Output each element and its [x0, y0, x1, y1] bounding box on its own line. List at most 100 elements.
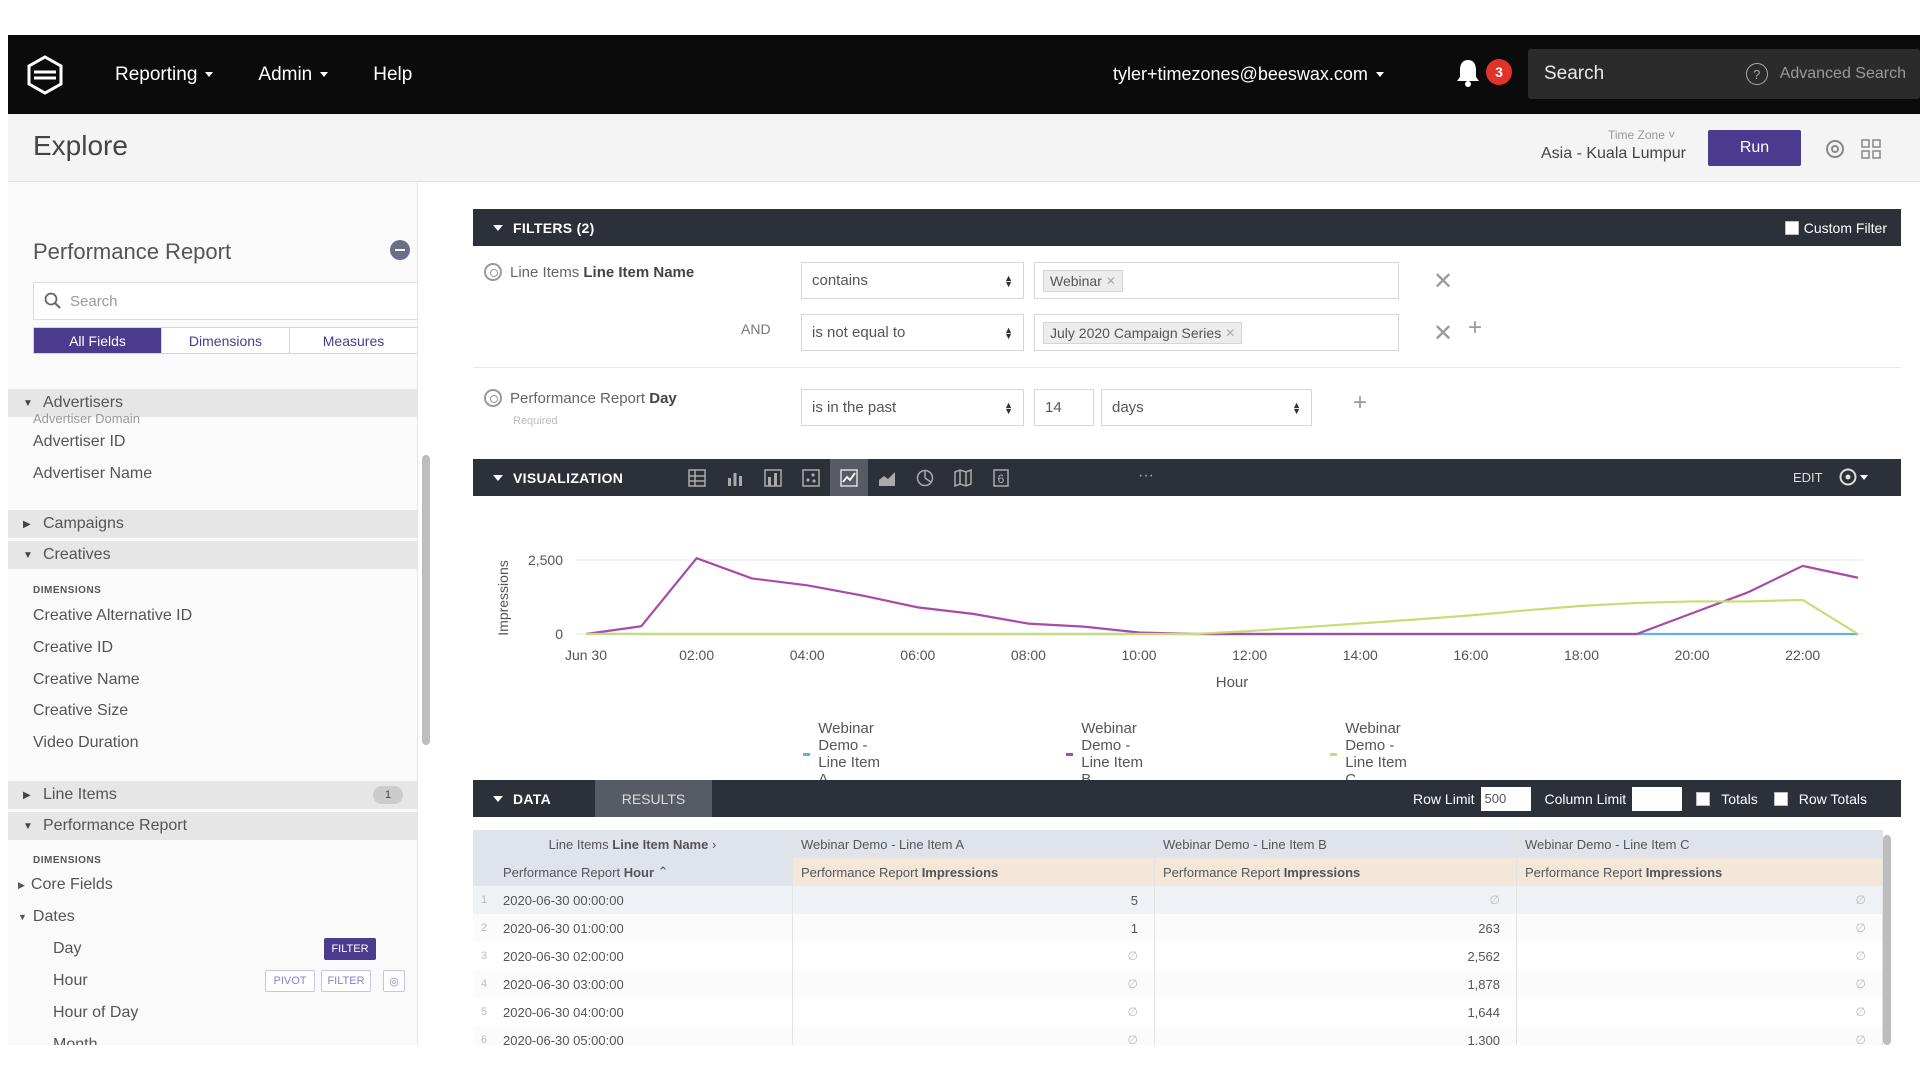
sidebar-group-performance-report[interactable]: ▼ Performance Report [8, 812, 417, 840]
sidebar-field[interactable]: Creative ID [33, 639, 114, 656]
sidebar-field[interactable]: Advertiser ID [33, 433, 126, 450]
scatter-icon[interactable] [792, 459, 830, 496]
add-filter-icon[interactable]: + [1468, 314, 1483, 341]
row-header-cell[interactable]: Performance Report Hour ⌃ [473, 858, 793, 886]
map-icon[interactable] [944, 459, 982, 496]
user-menu[interactable]: tyler+timezones@beeswax.com [1113, 35, 1384, 114]
filter-number-input[interactable]: 14 [1034, 389, 1094, 426]
field-label: Day [53, 940, 82, 957]
grid-icon[interactable] [1860, 138, 1882, 160]
sidebar-group-line-items[interactable]: ▶ Line Items 1 [8, 781, 417, 809]
custom-filter-toggle[interactable]: Custom Filter [1784, 220, 1887, 236]
table-icon[interactable] [678, 459, 716, 496]
sidebar-group-campaigns[interactable]: ▶ Campaigns [8, 510, 417, 538]
sidebar-field[interactable]: Advertiser Name [33, 465, 153, 482]
row-totals-checkbox[interactable] [1773, 791, 1788, 806]
tab-measures[interactable]: Measures [322, 332, 385, 349]
timezone-value[interactable]: Asia - Kuala Lumpur [1541, 145, 1686, 162]
measure-header-cell[interactable]: Performance Report Impressions [1517, 858, 1883, 886]
filter-operator-select[interactable]: is in the past ▲ ▼ [801, 389, 1024, 426]
sidebar-group-core-fields[interactable]: ▶ Core Fields [8, 872, 417, 898]
measure-header-cell[interactable]: Performance Report Impressions [793, 858, 1155, 886]
sidebar-search-input[interactable]: Search [33, 282, 417, 320]
remove-tag-icon[interactable]: ✕ [1105, 273, 1116, 288]
advanced-search-link[interactable]: Advanced Search [1779, 65, 1906, 82]
area-chart-icon[interactable] [868, 459, 906, 496]
filter-unit-select[interactable]: days ▲ ▼ [1101, 389, 1312, 426]
row-limit-input[interactable]: 500 [1480, 786, 1531, 811]
edit-button[interactable]: EDIT [1793, 470, 1823, 485]
sidebar-field[interactable]: Video Duration [33, 734, 139, 751]
sidebar-field-hour-of-day[interactable]: Hour of Day [8, 1000, 417, 1026]
sidebar-group-advertisers[interactable]: ▼ Advertisers [8, 389, 417, 417]
legend-item[interactable]: Webinar Demo - Line Item C [1330, 720, 1414, 788]
info-icon[interactable]: ◎ [383, 970, 405, 992]
column-chart-icon[interactable] [754, 459, 792, 496]
more-icon[interactable]: ··· [1138, 467, 1154, 484]
sidebar-group-creatives[interactable]: ▼ Creatives [8, 541, 417, 569]
line-chart-icon[interactable] [830, 459, 868, 496]
field-label: Hour [53, 972, 88, 989]
header-field: Impressions [1645, 864, 1723, 880]
sidebar-field-day[interactable]: Day [8, 936, 417, 962]
tab-results[interactable]: RESULTS [595, 780, 712, 817]
column-limit-input[interactable] [1632, 786, 1683, 811]
bell-icon[interactable] [1455, 57, 1481, 87]
gear-icon[interactable] [484, 263, 502, 281]
filter-value-input[interactable]: July 2020 Campaign Series ✕ [1034, 314, 1399, 351]
totals-checkbox[interactable] [1696, 791, 1711, 806]
remove-tag-icon[interactable]: ✕ [1225, 325, 1236, 340]
gear-icon[interactable] [484, 389, 502, 407]
filter-pill-button[interactable]: FILTER [324, 938, 376, 960]
legend-item[interactable]: Webinar Demo - Line Item B [1066, 720, 1150, 788]
sidebar-group-dates[interactable]: ▼ Dates [8, 904, 417, 930]
nav-reporting[interactable]: Reporting [115, 64, 214, 86]
sidebar-field-month[interactable]: Month [8, 1032, 417, 1045]
legend-item[interactable]: Webinar Demo - Line Item A [803, 720, 887, 788]
global-search[interactable]: Search ? Advanced Search [1528, 49, 1920, 99]
pivot-header-cell[interactable]: Line Items Line Item Name › [473, 830, 793, 858]
pivot-column-header[interactable]: Webinar Demo - Line Item C [1517, 830, 1883, 858]
filter-operator-select[interactable]: contains ▲ ▼ [801, 262, 1024, 299]
single-value-icon[interactable]: 6 [982, 459, 1020, 496]
gear-icon[interactable] [1824, 138, 1846, 160]
tab-dimensions[interactable]: Dimensions [162, 328, 290, 353]
filter-operator-select[interactable]: is not equal to ▲ ▼ [801, 314, 1024, 351]
pivot-column-header[interactable]: Webinar Demo - Line Item B [1155, 830, 1517, 858]
filter-performance-day: Performance Report Day [484, 389, 677, 407]
sidebar-field[interactable]: Creative Alternative ID [33, 607, 193, 624]
nav-help[interactable]: Help [373, 64, 412, 86]
table-row: 1 2020-06-30 00:00:00 5 ∅ ∅ [473, 886, 1883, 914]
filters-panel-header[interactable]: FILTERS (2) Custom Filter [473, 209, 1901, 246]
tab-all-fields[interactable]: All Fields [34, 328, 162, 353]
pie-chart-icon[interactable] [906, 459, 944, 496]
data-panel-header[interactable]: DATA RESULTS Row Limit 500 Column Limit … [473, 780, 1901, 817]
nav-admin[interactable]: Admin [258, 64, 329, 86]
sidebar-scrollbar[interactable] [422, 455, 430, 745]
remove-filter-icon[interactable]: ✕ [1433, 268, 1454, 295]
timezone-label[interactable]: Time Zone ˅ [1608, 128, 1676, 142]
table-scrollbar[interactable] [1883, 835, 1891, 1045]
filter-value-input[interactable]: Webinar ✕ [1034, 262, 1399, 299]
filter-field-name: Day [649, 389, 677, 407]
measure-header-cell[interactable]: Performance Report Impressions [1155, 858, 1517, 886]
visualization-panel-header[interactable]: VISUALIZATION 6 ··· EDIT [473, 459, 1901, 496]
y-tick-label: 0 [555, 626, 563, 642]
sidebar-field[interactable]: Creative Size [33, 702, 129, 719]
pivot-pill-button[interactable]: PIVOT [265, 970, 315, 992]
remove-filter-icon[interactable]: ✕ [1433, 320, 1454, 347]
add-filter-icon[interactable]: + [1353, 389, 1368, 416]
custom-filter-checkbox[interactable] [1784, 220, 1799, 235]
sidebar-field[interactable]: Creative Name [33, 671, 140, 688]
header-field: Impressions [1283, 864, 1361, 880]
collapse-icon[interactable] [390, 240, 410, 260]
pivot-column-header[interactable]: Webinar Demo - Line Item A [793, 830, 1155, 858]
viz-settings-menu[interactable] [1838, 467, 1868, 487]
search-input[interactable]: Search [1544, 63, 1605, 84]
bar-chart-icon[interactable] [716, 459, 754, 496]
sidebar-field-hour[interactable]: Hour [8, 968, 417, 994]
run-button[interactable]: Run [1708, 130, 1801, 166]
beeswax-logo-icon[interactable] [23, 53, 67, 97]
help-icon[interactable]: ? [1745, 63, 1768, 85]
filter-pill-button[interactable]: FILTER [321, 970, 371, 992]
